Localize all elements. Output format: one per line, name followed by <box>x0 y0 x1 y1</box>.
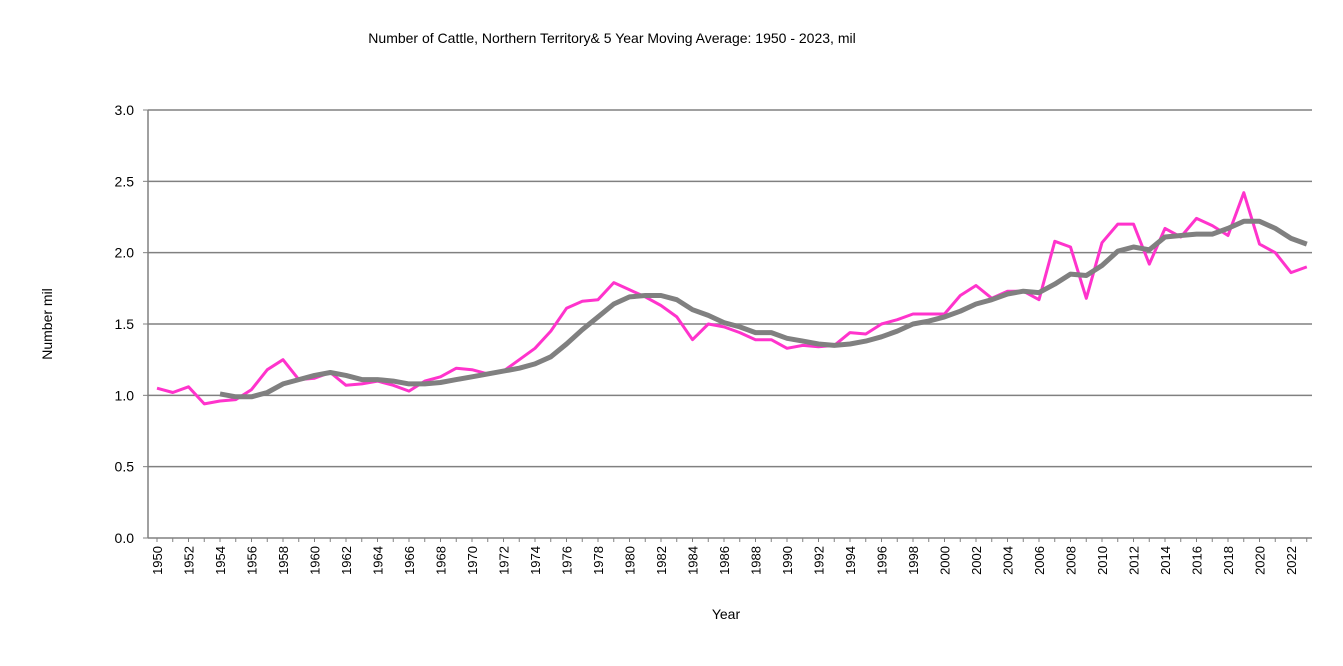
x-tick-label: 2022 <box>1284 546 1299 575</box>
cattle-number-line <box>156 191 1308 406</box>
x-tick-label: 1984 <box>686 546 701 575</box>
x-tick-label: 1976 <box>560 546 575 575</box>
x-tick-label: 2008 <box>1064 546 1079 575</box>
x-tick-label: 2020 <box>1253 546 1268 575</box>
x-tick-label: 1962 <box>339 546 354 575</box>
x-tick-label: 1994 <box>843 546 858 575</box>
x-tick-label: 1956 <box>245 546 260 575</box>
x-tick-label: 2010 <box>1095 546 1110 575</box>
chart-title: Number of Cattle, Northern Territory& 5 … <box>368 30 855 46</box>
x-tick-label: 1954 <box>213 546 228 575</box>
y-tick-label: 3.0 <box>115 102 135 118</box>
x-tick-label: 1996 <box>875 546 890 575</box>
x-tick-label: 2004 <box>1001 546 1016 575</box>
y-tick-label: 0.0 <box>115 530 135 546</box>
y-tick-label: 2.0 <box>115 245 135 261</box>
x-tick-label: 1960 <box>308 546 323 575</box>
x-tick-label: 1980 <box>623 546 638 575</box>
moving-average-line <box>219 218 1308 400</box>
x-tick-label: 1966 <box>402 546 417 575</box>
x-tick-label: 2002 <box>969 546 984 575</box>
x-tick-label: 1982 <box>654 546 669 575</box>
x-tick-label: 1986 <box>717 546 732 575</box>
x-tick-label: 2016 <box>1190 546 1205 575</box>
x-tick-label: 1950 <box>150 546 165 575</box>
x-tick-label: 2006 <box>1032 546 1047 575</box>
x-axis-label: Year <box>712 606 741 622</box>
x-tick-label: 1952 <box>182 546 197 575</box>
x-tick-label: 1970 <box>465 546 480 575</box>
x-tick-label: 2018 <box>1221 546 1236 575</box>
x-tick-label: 2014 <box>1158 546 1173 575</box>
x-tick-label: 1988 <box>749 546 764 575</box>
x-tick-label: 2012 <box>1127 546 1142 575</box>
x-tick-label: 1990 <box>780 546 795 575</box>
x-tick-label: 1958 <box>276 546 291 575</box>
y-tick-label: 0.5 <box>115 459 135 475</box>
y-axis-label: Number mil <box>39 288 55 360</box>
x-tick-label: 1964 <box>371 546 386 575</box>
x-tick-label: 1992 <box>812 546 827 575</box>
x-tick-label: 1998 <box>906 546 921 575</box>
y-tick-label: 2.5 <box>115 173 135 189</box>
x-tick-label: 1974 <box>528 546 543 575</box>
x-tick-label: 1978 <box>591 546 606 575</box>
x-tick-label: 1972 <box>497 546 512 575</box>
x-tick-label: 1968 <box>434 546 449 575</box>
y-tick-label: 1.0 <box>115 387 135 403</box>
y-tick-label: 1.5 <box>115 316 135 332</box>
x-tick-label: 2000 <box>938 546 953 575</box>
